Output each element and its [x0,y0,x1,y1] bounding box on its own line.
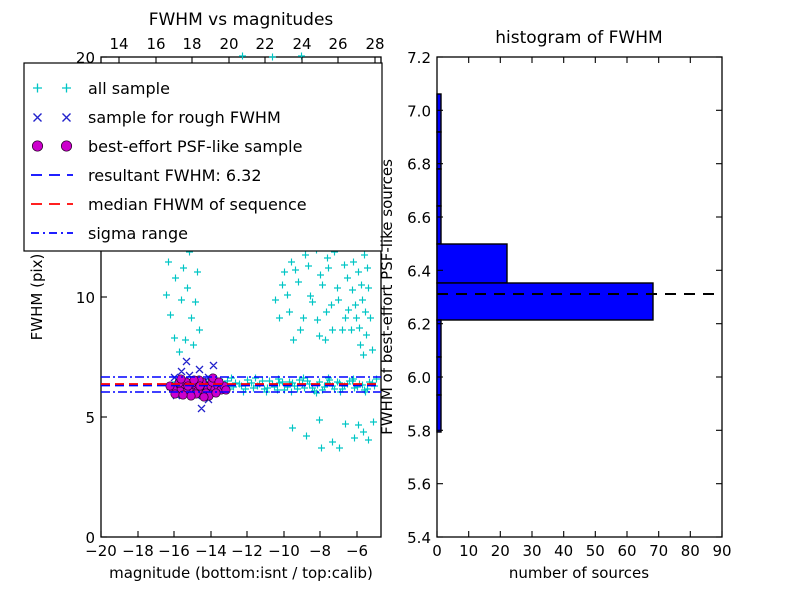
histogram-bar-6.71 [436,168,442,207]
right-ytick-5.6: 5.6 [407,476,431,494]
right-xtick-2: 20 [491,542,510,560]
left-xtick-0: −20 [85,542,117,560]
legend-label-2: best-effort PSF-like sample [88,137,302,156]
legend-label-1: sample for rough FWHM [88,108,281,127]
histogram-bar-6.14 [436,319,442,358]
legend-label-0: all sample [88,79,170,98]
right-ytick-6.6: 6.6 [407,209,431,227]
histogram-bar-6.00 [436,356,442,396]
legend-label-3: resultant FWHM: 6.32 [88,166,262,185]
legend: all sample sample for rough FWHM best-ef… [23,62,383,252]
left-ytick-5: 5 [85,409,95,427]
right-x-tick-labels: 0 10 20 30 40 50 60 70 80 90 [432,542,731,560]
left-top-ticks [118,57,376,63]
histogram-bar-6.28 [436,282,654,321]
right-ytick-6.0: 6.0 [407,369,431,387]
histogram-bar-5.86 [436,394,442,433]
left-xtick-1: −18 [122,542,154,560]
right-ytick-6.4: 6.4 [407,262,431,280]
histogram-bars [436,93,654,433]
left-top-tick-0: 14 [109,35,128,53]
left-top-tick-7: 28 [365,35,384,53]
legend-entry-sigma-range: sigma range [31,224,188,243]
right-xtick-8: 80 [681,542,700,560]
left-xtick-7: −6 [346,542,368,560]
left-xtick-3: −14 [195,542,227,560]
left-xtick-6: −8 [309,542,331,560]
right-xtick-7: 70 [649,542,668,560]
legend-entry-resultant-fwhm: resultant FWHM: 6.32 [31,166,262,185]
legend-entry-psf-like: best-effort PSF-like sample [31,137,302,156]
right-y-ticks [437,56,722,538]
right-xtick-1: 10 [459,542,478,560]
right-xtick-6: 60 [617,542,636,560]
left-top-tick-3: 20 [219,35,238,53]
right-ytick-6.2: 6.2 [407,316,431,334]
right-ytick-7.2: 7.2 [407,49,431,67]
left-panel-xlabel: magnitude (bottom:isnt / top:calib) [109,564,373,582]
left-top-tick-6: 26 [328,35,347,53]
right-xtick-3: 30 [522,542,541,560]
right-panel: 0 10 20 30 40 50 60 70 80 90 [378,28,732,582]
left-top-tick-labels: 14 16 18 20 22 24 26 28 [109,35,384,53]
histogram-bar-6.43 [436,243,508,284]
right-panel-xlabel: number of sources [509,564,649,582]
histogram-bar-6.99 [436,93,442,133]
legend-entry-all-sample: all sample [33,79,170,98]
left-top-tick-1: 16 [146,35,165,53]
right-ytick-5.4: 5.4 [407,529,431,547]
circle-icon [31,140,73,152]
left-ytick-0: 0 [85,529,95,547]
left-panel-ylabel: FWHM (pix) [28,254,46,341]
cross-icon [33,113,71,122]
right-panel-ylabel: FWHM of best-effort PSF-like sources [378,159,396,435]
left-ytick-10: 10 [76,289,95,307]
right-xtick-0: 0 [432,542,442,560]
histogram-bar-6.57 [436,205,442,245]
right-xtick-9: 90 [712,542,731,560]
left-xtick-4: −12 [231,542,263,560]
right-xtick-4: 40 [554,542,573,560]
left-top-tick-4: 22 [255,35,274,53]
left-xtick-5: −10 [268,542,300,560]
left-bottom-tick-labels: −20 −18 −16 −14 −12 −10 −8 −6 [85,542,368,560]
left-xtick-2: −16 [158,542,190,560]
left-top-tick-2: 18 [182,35,201,53]
right-ytick-5.8: 5.8 [407,422,431,440]
left-bottom-ticks [100,531,358,537]
right-y-tick-labels: 5.4 5.6 5.8 6.0 6.2 6.4 6.6 6.8 7.0 7.2 [407,49,431,547]
legend-frame [23,62,383,252]
plus-icon [33,83,71,93]
right-panel-title: histogram of FWHM [495,28,662,48]
left-panel-title: FWHM vs magnitudes [149,10,334,30]
right-ytick-6.8: 6.8 [407,156,431,174]
legend-entry-rough-fwhm: sample for rough FWHM [33,108,281,127]
right-x-ticks [436,531,723,537]
legend-entry-median-fhwm: median FHWM of sequence [31,195,307,214]
legend-label-5: sigma range [88,224,188,243]
left-y-ticks [101,56,107,538]
left-top-tick-5: 24 [292,35,311,53]
legend-label-4: median FHWM of sequence [88,195,307,214]
right-ytick-7.0: 7.0 [407,102,431,120]
right-xtick-5: 50 [586,542,605,560]
